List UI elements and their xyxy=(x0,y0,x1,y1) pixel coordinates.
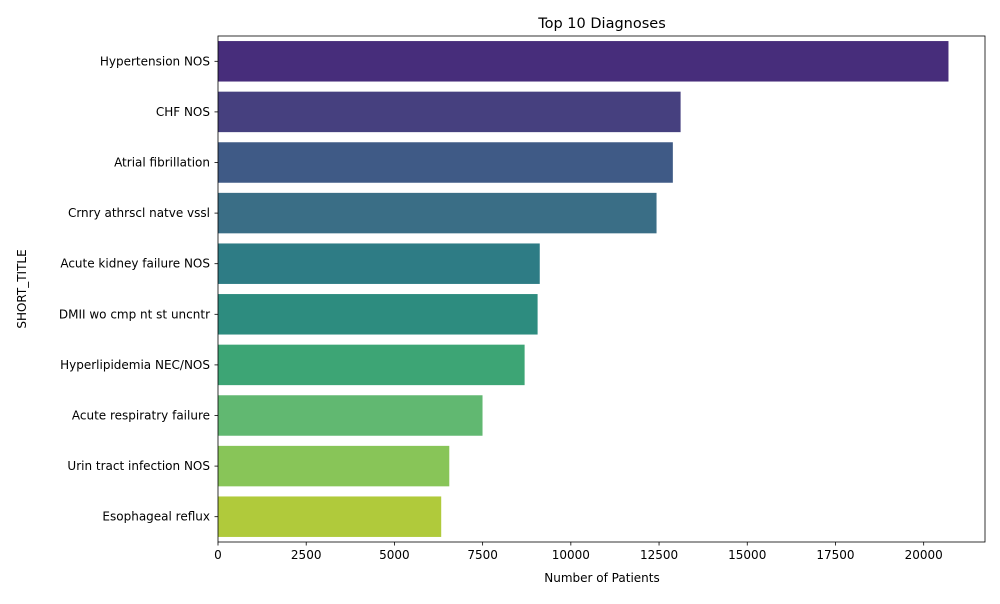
bar xyxy=(218,91,681,133)
y-axis-label: SHORT_TITLE xyxy=(15,249,29,328)
chart-title: Top 10 Diagnoses xyxy=(537,16,666,32)
bars-group xyxy=(218,41,949,537)
y-tick-label: Crnry athrscl natve vssl xyxy=(68,206,210,220)
bar xyxy=(218,344,525,386)
x-tick-label: 17500 xyxy=(816,548,854,562)
bar xyxy=(218,496,442,537)
y-tick-label: Acute respiratry failure xyxy=(72,409,210,423)
bar xyxy=(218,142,673,183)
plot-frame xyxy=(217,35,986,543)
x-tick-label: 5000 xyxy=(379,548,410,562)
x-tick-label: 2500 xyxy=(291,548,322,562)
x-tick-label: 20000 xyxy=(905,548,943,562)
y-tick-label: CHF NOS xyxy=(156,105,210,119)
y-tick-label: Urin tract infection NOS xyxy=(67,459,210,473)
x-tick-label: 0 xyxy=(214,548,222,562)
y-axis-ticks: Hypertension NOS CHF NOS Atrial fibrillati… xyxy=(59,54,218,524)
y-tick-label: Esophageal reflux xyxy=(102,510,210,524)
x-axis-label: Number of Patients xyxy=(544,571,659,585)
bar xyxy=(218,243,540,284)
x-tick-label: 12500 xyxy=(640,548,678,562)
x-tick-label: 15000 xyxy=(728,548,766,562)
x-axis-ticks: 0 2500 5000 7500 10000 12500 15000 17500 20000 xyxy=(214,542,943,562)
y-tick-label: DMII wo cmp nt st uncntr xyxy=(59,307,210,321)
bar xyxy=(218,41,949,82)
x-tick-label: 10000 xyxy=(552,548,590,562)
bar xyxy=(218,192,657,234)
y-tick-label: Atrial fibrillation xyxy=(114,156,210,170)
y-tick-label: Hypertension NOS xyxy=(100,54,210,68)
y-tick-label: Acute kidney failure NOS xyxy=(60,257,210,271)
x-tick-label: 7500 xyxy=(467,548,498,562)
bar xyxy=(218,294,538,335)
bar xyxy=(218,445,450,487)
bar xyxy=(218,395,483,436)
y-tick-label: Hyperlipidemia NEC/NOS xyxy=(60,358,210,372)
